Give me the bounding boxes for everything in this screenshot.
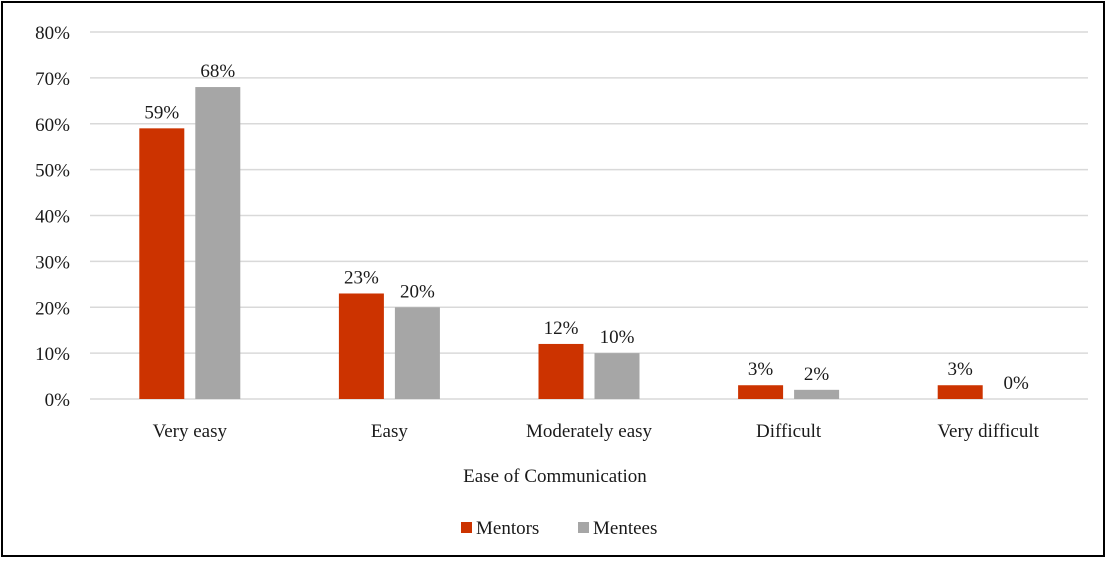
- data-label-mentees: 10%: [600, 327, 635, 348]
- gridlines: [90, 31, 1088, 400]
- y-axis-tick-labels: 0% 10% 20% 30% 40% 50% 60% 70% 80%: [35, 23, 70, 411]
- data-label-mentees: 68%: [200, 61, 235, 82]
- y-tick-label: 60%: [35, 115, 70, 136]
- y-tick-label: 10%: [35, 344, 70, 365]
- data-label-mentors: 3%: [748, 359, 774, 380]
- category-labels: Very easy Easy Moderately easy Difficult Ver…: [153, 421, 1040, 442]
- y-tick-label: 80%: [35, 23, 70, 44]
- category-label: Very difficult: [937, 421, 1039, 442]
- data-label-mentees: 2%: [804, 364, 830, 385]
- y-tick-label: 20%: [35, 298, 70, 319]
- legend: Mentors Mentees: [461, 518, 657, 539]
- data-label-mentors: 59%: [144, 102, 179, 123]
- bar-mentees-4: [794, 389, 840, 399]
- legend-label-mentors: Mentors: [476, 518, 539, 539]
- category-label: Difficult: [756, 421, 822, 442]
- category-label: Moderately easy: [526, 421, 653, 442]
- legend-swatch-mentors: [461, 522, 472, 533]
- bars: [139, 87, 983, 400]
- legend-label-mentees: Mentees: [593, 518, 657, 539]
- data-label-mentors: 23%: [344, 267, 379, 288]
- data-labels: 59% 68% 23% 20% 12% 10% 3% 2% 3% 0%: [144, 61, 1029, 394]
- bar-mentees-3: [594, 353, 640, 399]
- legend-swatch-mentees: [578, 522, 589, 533]
- bar-mentees-2: [394, 307, 440, 399]
- y-tick-label: 30%: [35, 252, 70, 273]
- bar-mentors-4: [738, 385, 784, 399]
- x-axis-title: Ease of Communication: [463, 466, 647, 487]
- data-label-mentees: 20%: [400, 281, 435, 302]
- bar-mentors-5: [937, 385, 983, 399]
- data-label-mentees: 0%: [1004, 373, 1030, 394]
- data-label-mentors: 3%: [948, 359, 974, 380]
- data-label-mentors: 12%: [544, 318, 579, 339]
- bar-mentees-1: [195, 87, 241, 400]
- bar-mentors-1: [139, 128, 185, 399]
- y-tick-label: 50%: [35, 161, 70, 182]
- category-label: Very easy: [153, 421, 228, 442]
- y-tick-label: 0%: [45, 390, 71, 411]
- y-tick-label: 40%: [35, 207, 70, 228]
- category-label: Easy: [371, 421, 408, 442]
- y-tick-label: 70%: [35, 69, 70, 90]
- bar-mentors-2: [338, 293, 384, 399]
- bar-mentors-3: [538, 343, 584, 399]
